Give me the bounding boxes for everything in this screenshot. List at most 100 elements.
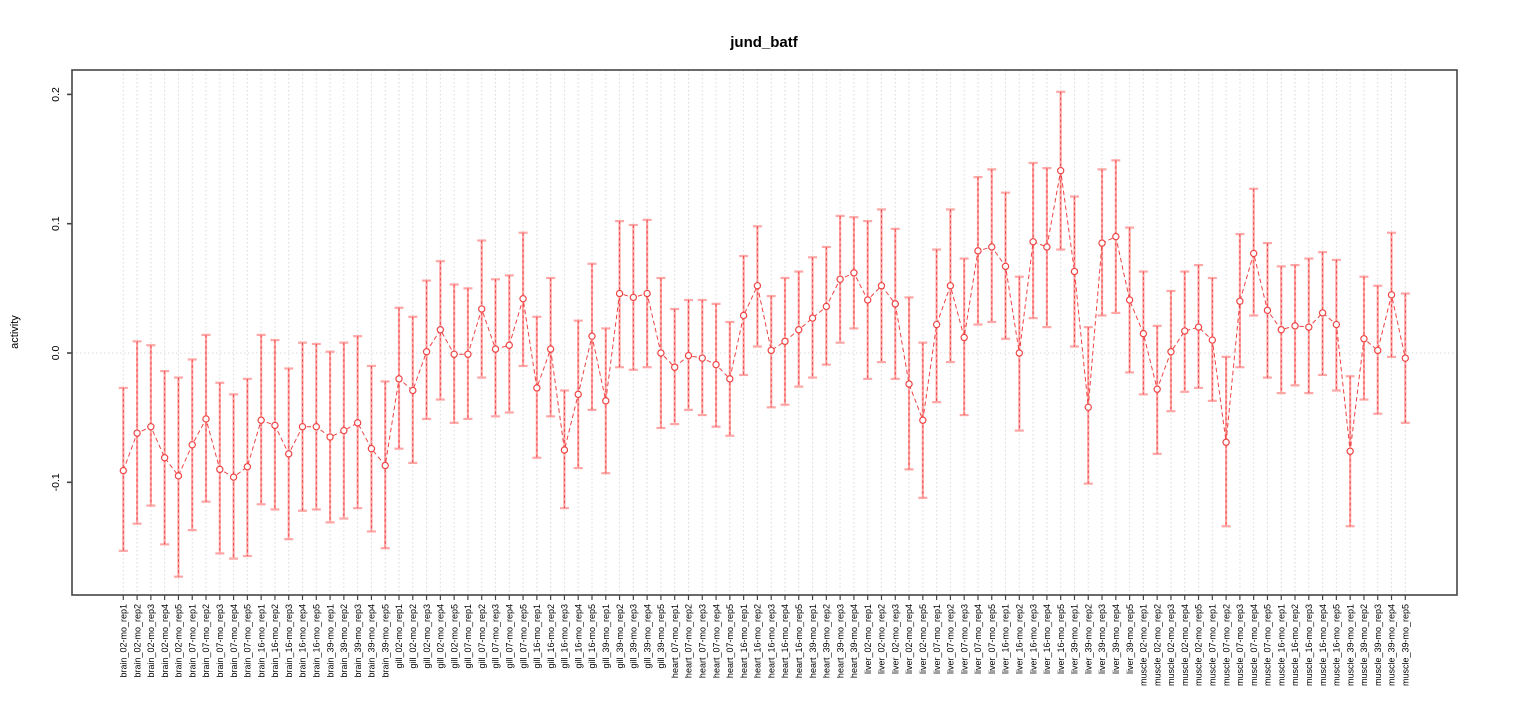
data-point [312,423,320,431]
data-point [560,446,569,454]
x-tick-label: muscle_16-mo_rep5 [1332,604,1342,686]
data-point [422,348,431,356]
data-point [891,300,899,308]
y-tick-label: 0.1 [50,216,62,231]
data-point [1401,354,1410,362]
x-tick-label: brain_07-mo_rep5 [243,604,253,678]
x-tick-label: brain_16-mo_rep5 [311,604,321,678]
data-point [243,463,252,471]
data-point [1360,335,1368,343]
data-point [602,397,610,405]
x-tick-label: liver_16-mo_rep4 [1042,604,1052,674]
x-tick-label: gill_02-mo_rep4 [436,604,446,669]
data-point [1194,323,1203,331]
data-point [119,466,128,475]
y-tick-label: -0.1 [50,473,62,491]
x-tick-label: muscle_39-mo_rep2 [1359,604,1369,686]
data-point [615,289,624,298]
x-tick-label: muscle_39-mo_rep4 [1387,604,1397,686]
x-tick-label: liver_39-mo_rep4 [1111,604,1121,674]
data-point [643,289,651,298]
x-tick-label: brain_39-mo_rep3 [353,604,363,678]
data-point [767,346,775,355]
x-tick-label: gill_02-mo_rep1 [394,604,404,669]
data-point [229,473,238,481]
data-point [546,345,555,353]
data-point [1112,232,1120,241]
x-tick-label: heart_39-mo_rep1 [808,604,818,678]
data-point [726,375,734,383]
data-point [1098,239,1106,247]
x-tick-label: muscle_02-mo_rep1 [1139,604,1149,686]
x-tick-label: muscle_16-mo_rep2 [1290,604,1300,686]
data-point [932,320,941,329]
x-tick-label: muscle_07-mo_rep5 [1263,604,1273,686]
data-point [1332,320,1341,329]
x-tick-label: gill_16-mo_rep5 [587,604,597,669]
x-tick-label: gill_39-mo_rep5 [656,604,666,669]
data-point [739,311,748,320]
x-tick-label: liver_16-mo_rep2 [1015,604,1025,674]
data-point [1181,327,1189,335]
data-point [271,421,279,430]
x-tick-label: muscle_07-mo_rep1 [1208,604,1218,686]
data-point [1236,297,1244,305]
x-tick-label: liver_07-mo_rep5 [987,604,997,674]
x-tick-label: liver_39-mo_rep2 [1083,604,1093,674]
data-point [216,465,224,474]
x-tick-label: brain_07-mo_rep2 [201,604,211,678]
data-point [202,415,210,423]
data-point [367,444,376,453]
data-point [257,416,265,424]
x-tick-label: gill_16-mo_rep4 [573,604,583,669]
data-point [505,341,513,349]
x-tick-label: gill_07-mo_rep3 [491,604,501,669]
x-tick-label: liver_39-mo_rep3 [1097,604,1107,674]
data-point [574,390,582,399]
x-tick-label: liver_07-mo_rep4 [973,604,983,674]
data-point [285,450,293,458]
data-point [409,386,417,395]
x-tick-label: brain_07-mo_rep1 [187,604,197,678]
data-point [1277,326,1285,334]
data-point [1318,309,1327,317]
data-point [1305,323,1313,331]
data-point [671,363,679,371]
x-tick-label: heart_07-mo_rep5 [725,604,735,678]
x-tick-label: brain_02-mo_rep5 [174,604,184,678]
x-tick-label: gill_07-mo_rep5 [518,604,528,669]
data-point [1070,267,1079,276]
x-tick-label: muscle_02-mo_rep3 [1166,604,1176,686]
x-tick-label: gill_16-mo_rep3 [560,604,570,669]
x-tick-label: muscle_39-mo_rep1 [1345,604,1355,686]
data-point [298,423,307,431]
data-point [905,380,913,388]
x-tick-label: brain_02-mo_rep2 [132,604,142,678]
x-tick-label: heart_16-mo_rep4 [780,604,790,678]
data-point [1387,291,1396,299]
data-point [1001,262,1010,271]
data-point [491,345,500,353]
x-tick-label: muscle_07-mo_rep3 [1235,604,1245,686]
x-tick-label: gill_39-mo_rep1 [601,604,611,669]
x-tick-label: liver_07-mo_rep3 [959,604,969,674]
data-point [1263,306,1272,315]
x-tick-label: muscle_02-mo_rep5 [1194,604,1204,686]
x-tick-label: liver_02-mo_rep2 [877,604,887,674]
x-tick-label: brain_16-mo_rep3 [284,604,294,678]
data-point [450,350,458,358]
x-tick-label: liver_02-mo_rep3 [890,604,900,674]
x-tick-label: heart_39-mo_rep2 [822,604,832,678]
x-tick-label: brain_02-mo_rep4 [160,604,170,678]
x-tick-label: liver_02-mo_rep5 [918,604,928,674]
x-tick-label: muscle_02-mo_rep4 [1180,604,1190,686]
data-point [188,441,196,449]
data-point [698,354,706,362]
x-tick-label: liver_39-mo_rep5 [1125,604,1135,674]
data-point [436,326,445,334]
x-tick-label: muscle_16-mo_rep3 [1304,604,1314,686]
x-tick-label: brain_16-mo_rep4 [298,604,308,678]
x-tick-label: brain_07-mo_rep3 [215,604,225,678]
